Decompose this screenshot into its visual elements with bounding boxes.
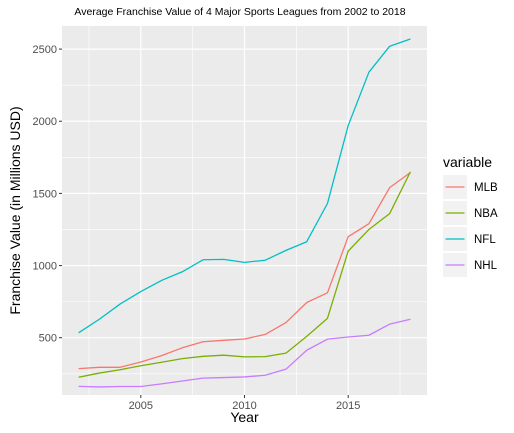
x-tick-label: 2005 bbox=[129, 400, 153, 412]
x-axis-ticks: 2005 2010 2015 bbox=[129, 395, 360, 412]
x-axis-title: Year bbox=[230, 409, 259, 425]
y-tick-label: 2000 bbox=[33, 116, 57, 128]
x-tick-label: 2015 bbox=[336, 400, 360, 412]
y-axis-ticks: 500 1000 1500 2000 2500 bbox=[33, 44, 62, 345]
y-tick-label: 2500 bbox=[33, 44, 57, 56]
legend-label-nfl: NFL bbox=[474, 234, 496, 246]
legend: variable MLB NBA NFL NHL bbox=[443, 154, 498, 277]
series-line-mlb bbox=[78, 171, 411, 370]
legend-title: variable bbox=[443, 154, 492, 170]
legend-label-nba: NBA bbox=[474, 208, 498, 220]
series-line-nba bbox=[78, 171, 411, 378]
x-tick-label: 2010 bbox=[232, 400, 256, 412]
y-tick-label: 500 bbox=[39, 333, 57, 345]
series-lines bbox=[78, 38, 411, 388]
legend-label-mlb: MLB bbox=[474, 182, 498, 194]
y-axis-title: Franchise Value (in Millions USD) bbox=[7, 106, 23, 314]
grid-major bbox=[62, 26, 427, 395]
chart-title: Average Franchise Value of 4 Major Sport… bbox=[74, 6, 405, 18]
legend-label-nhl: NHL bbox=[474, 260, 498, 272]
series-line-nhl bbox=[78, 318, 411, 388]
y-tick-label: 1500 bbox=[33, 188, 57, 200]
y-tick-label: 1000 bbox=[33, 261, 57, 273]
series-line-nfl bbox=[78, 38, 411, 334]
